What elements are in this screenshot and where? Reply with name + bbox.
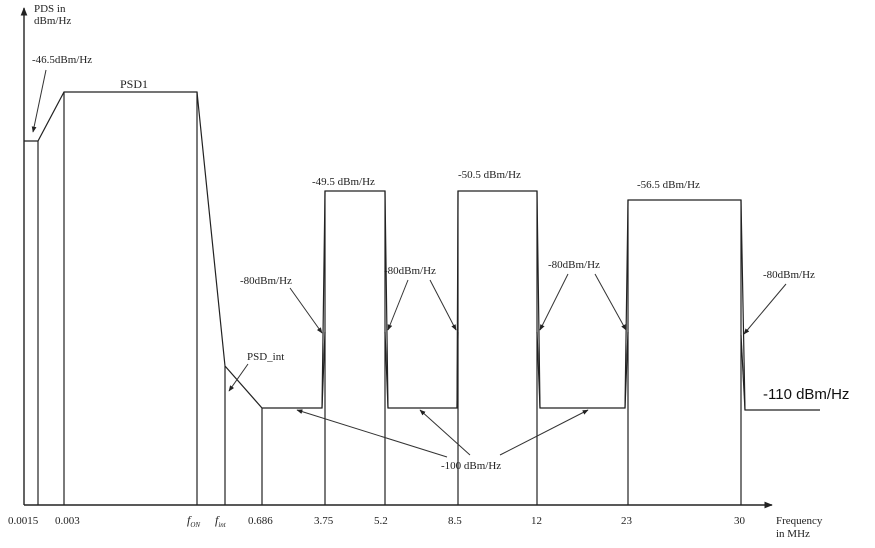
leader-psd-int [228, 363, 249, 392]
tick-f-on: fON [187, 513, 200, 529]
label-edge-4: -80dBm/Hz [763, 269, 815, 281]
edge-5.2 [384, 331, 389, 409]
leader-edge-1 [289, 287, 323, 334]
edge-12 [536, 331, 541, 409]
label-psd-start: -46.5dBm/Hz [32, 54, 92, 66]
leader-edge-2b [429, 279, 457, 331]
leader-edge-3b [594, 273, 627, 331]
label-floor: -100 dBm/Hz [441, 460, 501, 472]
tick-23: 23 [621, 515, 633, 527]
tick-0.686: 0.686 [248, 515, 273, 527]
edge-30 [740, 334, 746, 411]
label-psd-int: PSD_int [247, 351, 284, 363]
tick-3.75: 3.75 [314, 515, 334, 527]
tick-5.2: 5.2 [374, 515, 388, 527]
leader-edge-4 [743, 283, 787, 335]
edge-8.5 [456, 331, 459, 409]
label-edge-2: -80dBm/Hz [384, 265, 436, 277]
leader-psd-start [31, 69, 47, 133]
tick-30: 30 [734, 515, 746, 527]
leader-edge-3a [539, 273, 569, 331]
label-edge-3: -80dBm/Hz [548, 259, 600, 271]
tick-f-int: fint [215, 513, 227, 529]
x-axis-label-line2: in MHz [776, 528, 810, 540]
y-axis-label-line1: PDS in [34, 3, 66, 15]
label-psd1: PSD1 [120, 77, 148, 91]
leader-edge-2a [387, 279, 409, 331]
tick-0.003: 0.003 [55, 515, 80, 527]
x-axis-label-line1: Frequency [776, 515, 823, 527]
label-band3-level: -56.5 dBm/Hz [637, 179, 700, 191]
leader-floor-1 [296, 409, 448, 458]
tick-8.5: 8.5 [448, 515, 462, 527]
edge-3.75 [321, 331, 326, 409]
leader-floor-3 [499, 409, 589, 456]
label-band1-level: -49.5 dBm/Hz [312, 176, 375, 188]
psd-mask-outline [24, 91, 820, 411]
label-edge-1: -80dBm/Hz [240, 275, 292, 287]
leader-floor-2 [419, 409, 471, 456]
tick-12: 12 [531, 515, 542, 527]
label-band2-level: -50.5 dBm/Hz [458, 169, 521, 181]
tick-0.0015: 0.0015 [8, 515, 39, 527]
edge-23 [624, 331, 629, 409]
label-out-of-band: -110 dBm/Hz [763, 386, 849, 403]
y-axis-label-line2: dBm/Hz [34, 15, 71, 27]
